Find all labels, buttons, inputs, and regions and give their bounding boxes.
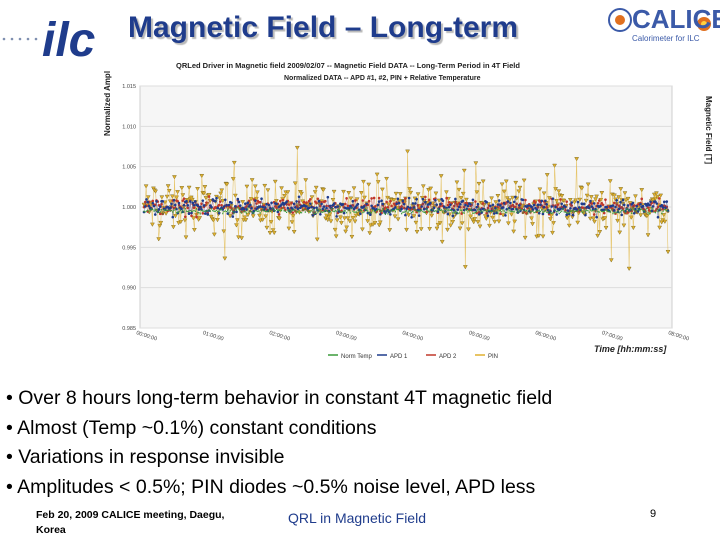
x-tick-label: 07:00:00 [601, 330, 623, 342]
chart-xlabel: Time [hh:mm:ss] [594, 344, 667, 354]
data-point [377, 196, 381, 200]
series-norm-temp [143, 207, 669, 216]
chart-legend: Norm Temp APD 1 APD 2 PIN [328, 354, 498, 360]
y-tick-label: 1.015 [122, 84, 136, 90]
x-tick-label: 01:00:00 [202, 330, 224, 342]
x-tick-labels: 00:00:00 01:00:00 02:00:00 03:00:00 04:00:00… [135, 330, 689, 342]
y-tick-label: 0.985 [122, 326, 136, 332]
data-point [424, 195, 427, 199]
series-line [143, 207, 669, 215]
bullet-list: Over 8 hours long-term behavior in const… [6, 384, 552, 502]
calice-logo-graphic [608, 8, 711, 32]
ilc-logo: ilc [0, 6, 110, 67]
calice-logo-subtitle: Calorimeter for ILC [632, 34, 700, 43]
legend-label: APD 1 [390, 354, 408, 360]
data-point [614, 212, 617, 215]
x-tick-label: 06:00:00 [534, 330, 556, 342]
legend-label: APD 2 [439, 354, 457, 360]
data-point [407, 196, 411, 200]
x-tick-label: 04:00:00 [401, 330, 423, 342]
y-tick-label: 1.000 [122, 205, 136, 211]
data-point [584, 213, 587, 217]
y-tick-labels: 1.015 1.010 1.005 1.000 0.995 0.990 0.985 [122, 84, 136, 332]
chart-title: QRLed Driver in Magnetic field 2009/02/0… [176, 61, 520, 70]
data-point [296, 207, 300, 211]
data-point [207, 195, 211, 198]
bullet-item: Almost (Temp ~0.1%) constant conditions [6, 414, 552, 444]
y-tick-label: 0.990 [122, 286, 136, 292]
calice-logo-text: CALICE [632, 4, 720, 34]
y-tick-label: 1.005 [122, 165, 136, 171]
ilc-logo-text: ilc [42, 14, 95, 66]
chart-container: QRLed Driver in Magnetic field 2009/02/0… [100, 56, 720, 366]
slide-title: Magnetic Field – Long-term [128, 11, 519, 44]
chart-ylabel2: Magnetic Field [T] [704, 96, 713, 164]
series-pin [141, 145, 671, 271]
calice-logo: CALICE Calorimeter for ILC [608, 2, 720, 48]
page-number: 9 [650, 508, 657, 520]
y-tick-label: 0.995 [122, 245, 136, 251]
x-tick-label: 05:00:00 [468, 330, 490, 342]
ilc-logo-graphic: ilc [2, 14, 95, 67]
bullet-item: Over 8 hours long-term behavior in const… [6, 384, 552, 414]
y-tick-label: 1.010 [122, 124, 136, 130]
x-tick-label: 08:00:00 [667, 330, 689, 342]
x-tick-label: 02:00:00 [268, 330, 290, 342]
series-layer [141, 145, 671, 271]
data-point [454, 197, 457, 201]
data-point [297, 195, 301, 199]
footer-title: QRL in Magnetic Field [288, 510, 426, 526]
footer-event: Feb 20, 2009 CALICE meeting, Daegu, Kore… [36, 509, 225, 536]
data-point [667, 211, 669, 213]
legend-label: PIN [488, 354, 498, 360]
data-point [372, 196, 376, 200]
chart: QRLed Driver in Magnetic field 2009/02/0… [103, 61, 713, 360]
x-tick-label: 00:00:00 [135, 330, 157, 342]
data-point [143, 210, 145, 212]
x-tick-label: 03:00:00 [335, 330, 357, 342]
bullet-item: Amplitudes < 0.5%; PIN diodes ~0.5% nois… [6, 473, 552, 503]
bullet-item: Variations in response invisible [6, 443, 552, 473]
chart-ylabel: Normalized Ampl [103, 71, 112, 136]
legend-label: Norm Temp [341, 354, 373, 360]
chart-subtitle: Normalized DATA -- APD #1, #2, PIN + Rel… [284, 75, 481, 82]
data-point [354, 199, 357, 202]
